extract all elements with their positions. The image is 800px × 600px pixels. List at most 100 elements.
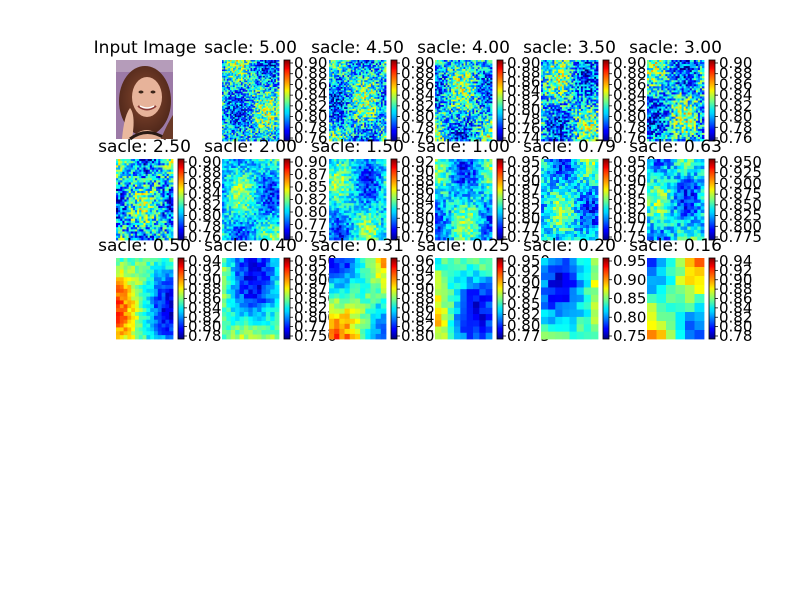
heatmap-cell: [374, 60, 377, 63]
heatmap-cell: [242, 66, 245, 69]
heatmap-cell: [354, 85, 357, 88]
heatmap-cell: [263, 112, 266, 115]
heatmap-cell: [255, 101, 258, 104]
heatmap-cell: [337, 75, 340, 78]
heatmap-cell: [384, 60, 387, 63]
heatmap-cell: [330, 71, 333, 74]
heatmap-cell: [223, 121, 226, 124]
heatmap-cell: [222, 72, 224, 75]
heatmap-cell: [237, 80, 240, 83]
heatmap-cell: [231, 101, 234, 104]
heatmap-cell: [222, 120, 224, 123]
heatmap-cell: [233, 117, 236, 120]
heatmap-cell: [332, 88, 335, 91]
heatmap-cell: [360, 100, 363, 103]
heatmap-cell: [256, 69, 259, 72]
heatmap-cell: [362, 98, 365, 101]
heatmap-cell: [228, 99, 231, 102]
heatmap-cell: [275, 117, 278, 120]
panel-title: sacle: 4.00: [417, 38, 510, 58]
heatmap-cell: [345, 100, 348, 103]
heatmap-cell: [355, 81, 358, 85]
heatmap-cell: [330, 61, 333, 64]
heatmap-cell: [252, 128, 255, 131]
heatmap-cell: [364, 90, 367, 93]
heatmap-cell: [374, 63, 377, 66]
heatmap-cell: [360, 90, 363, 93]
heatmap-cell: [258, 139, 261, 142]
heatmap-cell: [332, 81, 335, 85]
heatmap-cell: [248, 102, 251, 105]
heatmap-cell: [236, 61, 239, 64]
heatmap-cell: [247, 72, 250, 75]
heatmap-cell: [377, 71, 380, 74]
heatmap-cell: [234, 136, 237, 139]
heatmap-cell: [384, 93, 387, 96]
heatmap-cell: [272, 128, 275, 131]
heatmap-cell: [275, 118, 278, 121]
heatmap-cell: [352, 65, 355, 68]
heatmap-cell: [239, 134, 242, 137]
heatmap-cell: [234, 112, 237, 115]
heatmap-cell: [339, 70, 342, 73]
heatmap-cell: [248, 72, 251, 75]
heatmap-cell: [362, 95, 365, 98]
heatmap-cell: [340, 87, 343, 90]
heatmap-cell: [233, 110, 236, 113]
heatmap-cell: [222, 133, 224, 136]
heatmap-cell: [250, 120, 253, 123]
heatmap-cell: [354, 93, 357, 96]
heatmap-cell: [272, 67, 275, 70]
heatmap-cell: [365, 65, 368, 68]
heatmap-cell: [248, 107, 251, 110]
heatmap-cell: [256, 131, 259, 134]
heatmap-cell: [275, 115, 278, 118]
heatmap-cell: [275, 93, 278, 96]
heatmap-cell: [248, 77, 251, 80]
heatmap-cell: [236, 102, 239, 105]
heatmap-cell: [236, 90, 239, 93]
heatmap-cell: [237, 123, 240, 126]
heatmap-cell: [359, 71, 362, 74]
heatmap-cell: [261, 107, 264, 110]
heatmap-cell: [237, 112, 240, 115]
heatmap-cell: [234, 94, 237, 97]
heatmap-cell: [255, 93, 258, 96]
heatmap-cell: [349, 95, 352, 98]
heatmap-cell: [263, 117, 266, 120]
heatmap-cell: [228, 120, 231, 123]
heatmap-cell: [357, 92, 360, 95]
heatmap-cell: [245, 101, 248, 104]
heatmap-cell: [266, 114, 269, 116]
heatmap-cell: [223, 114, 226, 116]
heatmap-cell: [229, 69, 232, 72]
heatmap-cell: [344, 100, 347, 103]
heatmap-cell: [242, 72, 245, 75]
heatmap-cell: [359, 87, 362, 90]
heatmap-cell: [226, 128, 229, 131]
heatmap-cell: [332, 98, 335, 101]
heatmap-cell: [233, 136, 236, 139]
heatmap-cell: [267, 109, 270, 112]
heatmap-cell: [269, 121, 272, 124]
heatmap-cell: [242, 85, 245, 88]
heatmap-cell: [334, 92, 337, 95]
heatmap-cell: [225, 61, 228, 64]
heatmap-cell: [228, 101, 231, 104]
heatmap-cell: [335, 95, 338, 98]
heatmap-cell: [272, 98, 275, 101]
heatmap-cell: [222, 61, 224, 64]
heatmap-cell: [260, 80, 262, 83]
heatmap-cell: [355, 76, 358, 79]
heatmap-cell: [342, 92, 345, 95]
heatmap-cell: [350, 66, 353, 69]
heatmap-cell: [229, 104, 232, 107]
heatmap-cell: [256, 88, 259, 91]
panel-title: sacle: 5.00: [204, 38, 297, 58]
heatmap-cell: [231, 134, 234, 137]
heatmap-cell: [253, 121, 256, 124]
heatmap-cell: [372, 70, 375, 73]
heatmap-cell: [250, 82, 253, 85]
heatmap-cell: [347, 95, 350, 98]
heatmap-cell: [367, 93, 370, 96]
